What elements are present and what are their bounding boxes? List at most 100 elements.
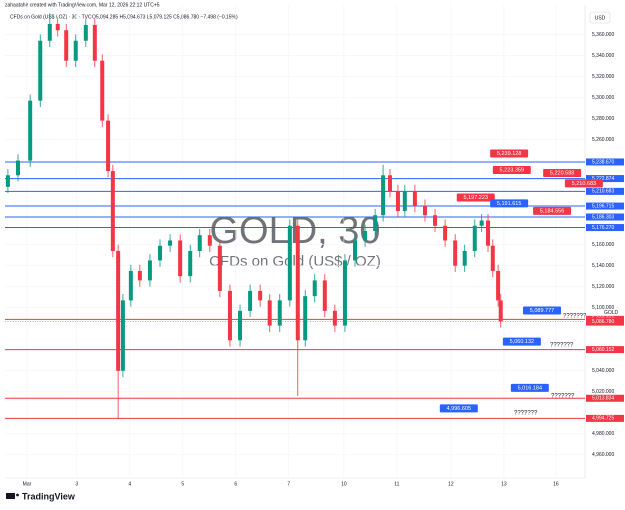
x-tick-label: 10 — [341, 481, 347, 487]
candle-body — [168, 240, 173, 246]
x-tick-label: 12 — [448, 481, 454, 487]
level-tag — [586, 187, 624, 195]
callout-box — [502, 337, 541, 346]
note: ??????? — [551, 394, 575, 400]
callout-label: 5,197.223 — [464, 195, 488, 201]
candle-body — [462, 250, 467, 266]
callout-box — [456, 193, 495, 202]
callout-label: 5,060.132 — [510, 339, 534, 345]
logo-mark — [6, 493, 15, 499]
level-label: 5,196.715 — [592, 203, 614, 209]
callout-label: 5,191.615 — [497, 201, 521, 207]
candle-body — [47, 23, 52, 41]
callout-box — [439, 404, 478, 413]
callout-box — [522, 306, 561, 315]
candle-body — [227, 290, 232, 341]
candle-body — [353, 240, 358, 261]
candle-body — [486, 220, 491, 246]
y-tick-label: 5,040.000 — [592, 368, 614, 374]
callout-label: 5,220.588 — [550, 170, 574, 176]
callout-box — [490, 199, 529, 208]
note: ??????? — [550, 343, 574, 349]
candle-body — [238, 310, 243, 341]
candle-body — [207, 235, 212, 246]
candle-body — [100, 60, 105, 121]
candle-body — [73, 40, 78, 61]
candle-body — [92, 24, 97, 61]
candle-body — [277, 300, 282, 326]
y-tick-label: 5,140.000 — [592, 263, 614, 269]
x-tick-label: Mar — [23, 481, 32, 487]
candle-body — [373, 215, 378, 231]
candle-body — [472, 225, 477, 251]
candle-body — [147, 260, 152, 281]
candle-body — [188, 250, 193, 277]
y-tick-label: 5,100.000 — [592, 305, 614, 311]
logo — [6, 493, 19, 499]
candle-body — [433, 215, 438, 226]
last-price-tag — [586, 317, 624, 326]
candle-body — [120, 300, 125, 371]
candle-body — [342, 260, 347, 326]
last-price-label: 5,086.780 — [592, 319, 614, 325]
candle-body — [395, 191, 400, 212]
x-tick-label: 5 — [181, 481, 184, 487]
note: ??????? — [563, 314, 587, 320]
candle-body — [267, 300, 272, 326]
last-price-name: GOLD — [604, 310, 619, 316]
currency-box[interactable] — [589, 11, 611, 24]
y-tick-label: 5,340.000 — [592, 53, 614, 59]
y-tick-label: 5,300.000 — [592, 95, 614, 101]
level-label: 5,176.270 — [592, 225, 614, 231]
candle-body — [248, 290, 253, 311]
callout-box — [564, 179, 603, 188]
candle-body — [158, 245, 163, 261]
candle-body — [106, 120, 111, 172]
candle-body — [387, 175, 392, 192]
candle-body — [443, 225, 448, 241]
callout-box — [533, 206, 572, 215]
callout-label: 5,184.556 — [540, 208, 564, 214]
candle-body — [422, 205, 427, 216]
level-label: 5,060.152 — [592, 347, 614, 353]
level-tag — [586, 346, 624, 354]
callout-box — [510, 383, 549, 392]
level-tag — [586, 394, 624, 402]
candle-body — [128, 270, 133, 301]
candle-body — [55, 23, 60, 31]
callout-label: 5,016.184 — [518, 385, 542, 391]
candle-body — [5, 175, 10, 187]
y-tick-label: 5,360.000 — [592, 32, 614, 38]
candle-body — [498, 300, 503, 322]
candle-body — [303, 296, 308, 341]
candle-body — [116, 250, 121, 371]
level-label: 5,238.670 — [592, 159, 614, 165]
candle-body — [295, 225, 300, 341]
x-tick-label: 11 — [394, 481, 399, 487]
y-tick-label: 5,160.000 — [592, 242, 614, 248]
callout-label: 4,996.605 — [447, 406, 471, 412]
callout-label: 5,089.777 — [530, 308, 554, 314]
callout-box — [492, 166, 531, 175]
y-tick-label: 5,120.000 — [592, 284, 614, 290]
level-tag — [586, 224, 624, 232]
level-label: 4,994.725 — [592, 416, 614, 422]
candle-body — [197, 235, 202, 251]
candle-body — [28, 100, 33, 161]
candle-body — [258, 290, 263, 301]
candle-body — [83, 24, 88, 41]
y-tick-label: 5,020.000 — [592, 389, 614, 395]
candle-body — [64, 30, 69, 61]
candle-body — [312, 280, 317, 297]
callout-box — [490, 149, 529, 158]
candle-body — [137, 270, 142, 281]
candle-body — [402, 191, 407, 212]
level-tag — [586, 213, 624, 221]
candle-body — [381, 175, 386, 216]
currency[interactable]: USD — [595, 15, 606, 21]
level-tag — [586, 158, 624, 166]
candle-body — [479, 220, 484, 226]
candle-body — [412, 191, 417, 206]
brand: TradingView — [22, 491, 76, 501]
x-tick-label: 4 — [128, 481, 131, 487]
